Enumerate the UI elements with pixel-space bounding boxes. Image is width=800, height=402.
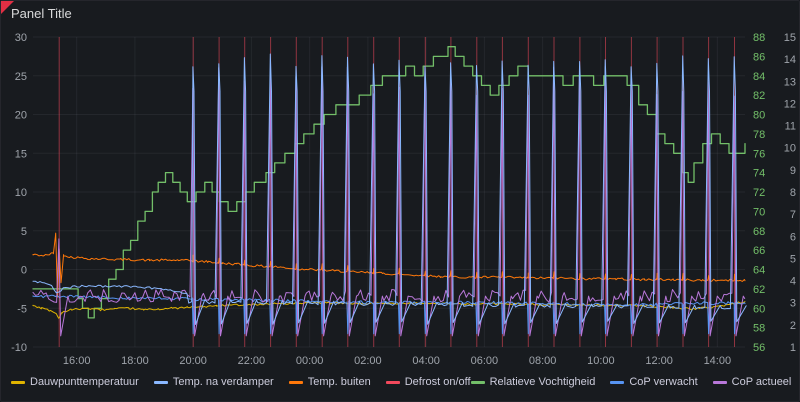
- svg-text:15: 15: [15, 148, 27, 160]
- legend-label: Dauwpunttemperatuur: [30, 376, 139, 388]
- legend-item-temp-buiten[interactable]: Temp. buiten: [288, 376, 371, 388]
- series-color-swatch: [11, 380, 25, 384]
- legend-item-cop-actueel[interactable]: CoP actueel: [712, 376, 792, 388]
- svg-text:7: 7: [790, 209, 796, 221]
- panel-header[interactable]: Panel Title: [1, 1, 799, 27]
- svg-text:02:00: 02:00: [354, 355, 382, 367]
- svg-text:04:00: 04:00: [412, 355, 440, 367]
- svg-text:68: 68: [753, 226, 765, 238]
- svg-text:16:00: 16:00: [63, 355, 91, 367]
- svg-text:56: 56: [753, 342, 765, 354]
- svg-text:14: 14: [784, 54, 796, 66]
- series-color-swatch: [153, 380, 168, 384]
- series-color-swatch: [385, 380, 400, 384]
- svg-text:22:00: 22:00: [238, 355, 266, 367]
- svg-text:84: 84: [753, 71, 765, 83]
- svg-text:3: 3: [790, 298, 796, 310]
- svg-text:-5: -5: [17, 303, 27, 315]
- panel-error-icon[interactable]: [1, 1, 14, 14]
- svg-text:12:00: 12:00: [645, 355, 673, 367]
- svg-text:6: 6: [790, 231, 796, 243]
- svg-text:13: 13: [784, 76, 796, 88]
- legend-label: Defrost on/off: [404, 376, 471, 388]
- svg-text:70: 70: [753, 206, 765, 218]
- svg-text:8: 8: [790, 187, 796, 199]
- legend-item-defrost-on-off[interactable]: Defrost on/off: [385, 376, 471, 388]
- legend: Dauwpunttemperatuur Temp. na verdamper T…: [1, 373, 799, 388]
- svg-text:20:00: 20:00: [179, 355, 207, 367]
- series-color-swatch: [712, 380, 727, 384]
- series-color-swatch: [470, 380, 485, 384]
- legend-label: CoP verwacht: [629, 376, 698, 388]
- legend-label: Relatieve Vochtigheid: [489, 376, 596, 388]
- series-color-swatch: [288, 380, 303, 384]
- legend-item-temp-na-verdamper[interactable]: Temp. na verdamper: [153, 376, 274, 388]
- svg-text:14:00: 14:00: [704, 355, 732, 367]
- legend-label: Temp. na verdamper: [172, 376, 274, 388]
- svg-text:10:00: 10:00: [587, 355, 615, 367]
- svg-text:18:00: 18:00: [121, 355, 149, 367]
- svg-text:30: 30: [15, 32, 27, 44]
- legend-item-dauwpunttemperatuur[interactable]: Dauwpunttemperatuur: [11, 376, 139, 388]
- svg-text:74: 74: [753, 168, 765, 180]
- svg-text:5: 5: [21, 226, 27, 238]
- svg-text:78: 78: [753, 129, 765, 141]
- svg-text:60: 60: [753, 303, 765, 315]
- svg-text:82: 82: [753, 90, 765, 102]
- svg-text:66: 66: [753, 245, 765, 257]
- svg-text:5: 5: [790, 253, 796, 265]
- series-color-swatch: [610, 380, 625, 384]
- svg-text:15: 15: [784, 32, 796, 44]
- legend-label: Temp. buiten: [307, 376, 371, 388]
- svg-text:06:00: 06:00: [471, 355, 499, 367]
- svg-text:12: 12: [784, 98, 796, 110]
- svg-text:9: 9: [790, 165, 796, 177]
- legend-label: CoP actueel: [731, 376, 792, 388]
- page-title: Panel Title: [11, 6, 72, 21]
- svg-text:64: 64: [753, 265, 765, 277]
- svg-text:86: 86: [753, 51, 765, 63]
- svg-text:0: 0: [21, 265, 27, 277]
- svg-text:11: 11: [785, 121, 796, 133]
- svg-text:20: 20: [15, 110, 27, 122]
- legend-item-relatieve-vochtigheid[interactable]: Relatieve Vochtigheid: [470, 376, 596, 388]
- svg-text:2: 2: [790, 320, 796, 332]
- svg-text:10: 10: [784, 143, 796, 155]
- svg-text:1: 1: [790, 342, 796, 354]
- svg-text:72: 72: [753, 187, 765, 199]
- legend-left-group: Dauwpunttemperatuur Temp. na verdamper T…: [11, 376, 471, 388]
- svg-text:25: 25: [15, 71, 27, 83]
- svg-text:88: 88: [753, 32, 765, 44]
- svg-text:58: 58: [753, 323, 765, 335]
- svg-text:4: 4: [790, 276, 796, 288]
- svg-text:00:00: 00:00: [296, 355, 324, 367]
- svg-text:76: 76: [753, 148, 765, 160]
- svg-text:10: 10: [15, 187, 27, 199]
- legend-item-cop-verwacht[interactable]: CoP verwacht: [610, 376, 698, 388]
- svg-text:08:00: 08:00: [529, 355, 557, 367]
- svg-text:62: 62: [753, 284, 765, 296]
- svg-text:80: 80: [753, 110, 765, 122]
- legend-right-group: Relatieve Vochtigheid CoP verwacht CoP a…: [470, 376, 792, 388]
- svg-text:-10: -10: [11, 342, 27, 354]
